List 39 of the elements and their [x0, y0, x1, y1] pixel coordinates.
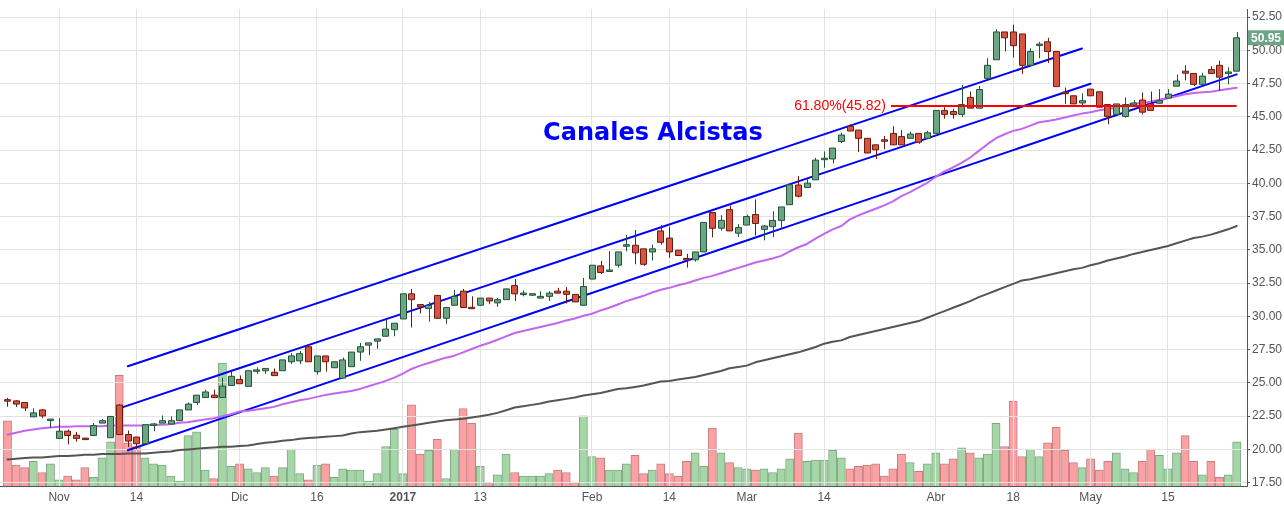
candlestick — [580, 277, 587, 306]
x-tick-label: Dic — [230, 489, 249, 504]
candlestick — [958, 84, 965, 118]
y-tick-label: 35.00 — [1252, 242, 1283, 257]
annotation: Canales Alcistas — [543, 117, 763, 146]
y-tick-label: 27.50 — [1252, 341, 1283, 356]
y-tick-label: 25.00 — [1252, 375, 1283, 390]
x-tick-label: May — [1079, 489, 1102, 504]
x-tick-label: 13 — [473, 489, 488, 504]
x-tick-label: 15 — [1161, 489, 1175, 504]
y-tick-label: 22.50 — [1252, 408, 1283, 423]
y-tick-label: 42.50 — [1252, 142, 1283, 157]
candlestick — [1044, 37, 1051, 64]
x-tick-label: Abr — [926, 489, 946, 504]
y-tick-label: 37.50 — [1252, 208, 1283, 223]
y-tick-label: 17.50 — [1252, 474, 1283, 489]
x-tick-label: Mar — [736, 489, 758, 504]
x-tick-label: Feb — [581, 489, 603, 504]
y-tick-label: 50.00 — [1252, 42, 1283, 57]
candlestick — [778, 206, 785, 229]
y-tick-label: 47.50 — [1252, 75, 1283, 90]
candlestick — [752, 199, 759, 237]
x-tick-label: 2017 — [389, 489, 417, 504]
ref-line-label: 61.80%(45.82) — [794, 96, 886, 113]
x-tick-label: 18 — [1006, 489, 1021, 504]
x-tick-label: Nov — [48, 489, 70, 504]
y-tick-label: 40.00 — [1252, 175, 1283, 190]
y-tick-label: 20.00 — [1252, 441, 1283, 456]
candlestick — [657, 224, 664, 246]
x-tick-label: 14 — [817, 489, 832, 504]
candlestick — [709, 212, 716, 238]
x-tick-label: 16 — [310, 489, 324, 504]
y-tick-label: 32.50 — [1252, 275, 1283, 290]
y-tick-label: 45.00 — [1252, 109, 1283, 124]
annotation: 50.95 — [1251, 30, 1282, 45]
y-tick-label: 52.50 — [1252, 9, 1283, 24]
x-tick-label: 14 — [129, 489, 144, 504]
x-tick-label: 14 — [662, 489, 677, 504]
y-tick-label: 30.00 — [1252, 308, 1283, 323]
